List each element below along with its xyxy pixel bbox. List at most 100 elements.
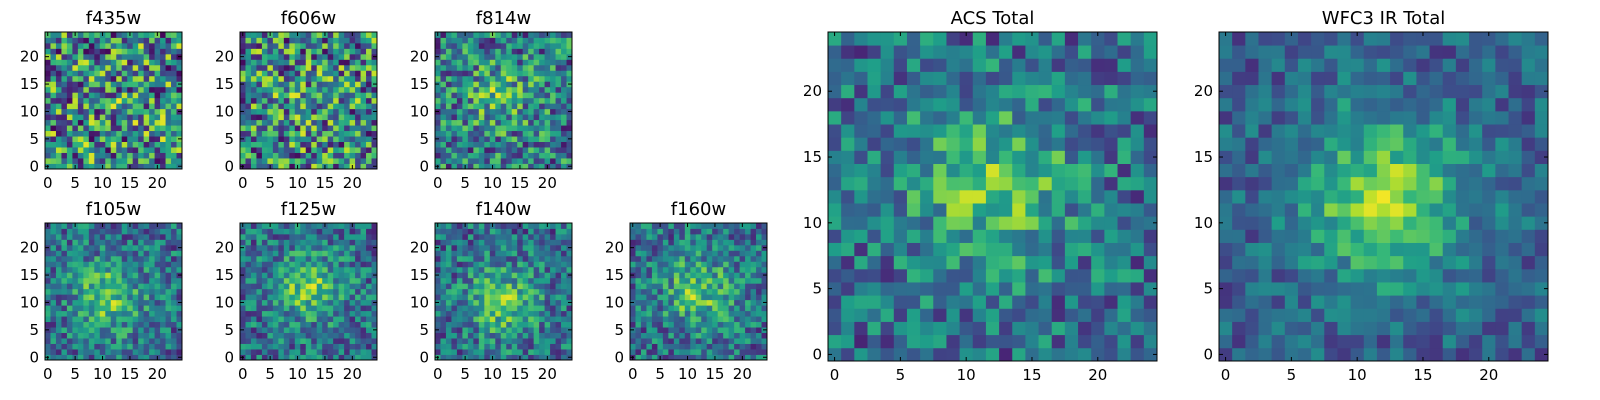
- heatmap-cell: [734, 305, 740, 312]
- heatmap-cell: [657, 288, 664, 295]
- heatmap-cell: [517, 97, 524, 104]
- heatmap-cell: [50, 261, 57, 268]
- heatmap-cell: [495, 125, 502, 132]
- heatmap-cell: [355, 48, 361, 55]
- heatmap-cell: [165, 250, 172, 257]
- heatmap-cell: [327, 141, 334, 148]
- heatmap-cell: [240, 250, 246, 257]
- heatmap-cell: [149, 261, 155, 268]
- heatmap-cell: [110, 239, 117, 246]
- heatmap-cell: [240, 64, 246, 71]
- heatmap-cell: [289, 354, 296, 361]
- heatmap-cell: [684, 261, 691, 268]
- heatmap-cell: [289, 32, 296, 38]
- heatmap-cell: [149, 48, 155, 55]
- heatmap-cell: [360, 233, 367, 240]
- heatmap-cell: [1038, 268, 1053, 283]
- heatmap-cell: [250, 152, 257, 159]
- y-tick-label: 10: [410, 293, 429, 311]
- heatmap-cell: [451, 228, 458, 235]
- heatmap-cell: [121, 239, 128, 246]
- heatmap-cell: [555, 233, 562, 240]
- heatmap-cell: [651, 266, 658, 273]
- heatmap-cell: [1051, 334, 1066, 349]
- heatmap-cell: [138, 305, 145, 312]
- heatmap-cell: [360, 125, 367, 132]
- heatmap-cell: [1051, 242, 1066, 257]
- heatmap-cell: [456, 255, 463, 262]
- heatmap-cell: [484, 53, 491, 60]
- heatmap-cell: [745, 228, 751, 235]
- heatmap-cell: [451, 332, 458, 339]
- heatmap-cell: [278, 255, 285, 262]
- heatmap-cell: [355, 70, 361, 77]
- heatmap-cell: [473, 244, 480, 251]
- heatmap-cell: [289, 294, 296, 301]
- heatmap-cell: [355, 277, 361, 284]
- heatmap-cell: [467, 261, 474, 268]
- heatmap-cell: [300, 266, 307, 273]
- heatmap-cell: [322, 59, 329, 66]
- y-tick-label: 0: [224, 348, 234, 366]
- heatmap-cell: [750, 223, 757, 229]
- heatmap-cell: [132, 119, 139, 126]
- heatmap-cell: [734, 338, 740, 344]
- heatmap-cell: [489, 310, 496, 317]
- heatmap-cell: [355, 81, 361, 88]
- heatmap-cell: [440, 233, 447, 240]
- heatmap-cell: [1012, 176, 1026, 191]
- heatmap-cell: [561, 92, 567, 99]
- heatmap-cell: [360, 42, 367, 49]
- heatmap-cell: [999, 176, 1013, 191]
- heatmap-cell: [300, 261, 307, 268]
- heatmap-cell: [88, 136, 95, 142]
- heatmap-cell: [261, 354, 268, 361]
- heatmap-cell: [327, 42, 334, 49]
- heatmap-cell: [127, 266, 134, 273]
- heatmap-cell: [176, 147, 183, 153]
- heatmap-cell: [127, 64, 134, 71]
- heatmap-cell: [322, 327, 329, 333]
- heatmap-cell: [278, 316, 285, 323]
- x-tick-label: 0: [238, 174, 248, 192]
- heatmap-cell: [61, 158, 68, 164]
- heatmap-cell: [756, 244, 762, 251]
- heatmap-cell: [267, 250, 274, 257]
- heatmap-cell: [344, 64, 350, 71]
- heatmap-cell: [154, 92, 161, 99]
- heatmap-cell: [105, 288, 112, 295]
- heatmap-cell: [528, 59, 535, 66]
- heatmap-cell: [305, 305, 312, 312]
- heatmap-cell: [933, 203, 947, 217]
- heatmap-cell: [1012, 203, 1026, 217]
- heatmap-cell: [77, 228, 84, 235]
- heatmap-cell: [517, 244, 524, 251]
- heatmap-cell: [500, 332, 507, 339]
- heatmap-cell: [462, 64, 469, 71]
- heatmap-cell: [1117, 347, 1132, 362]
- heatmap-cell: [544, 294, 551, 301]
- heatmap-cell: [105, 86, 112, 93]
- heatmap-cell: [739, 294, 746, 301]
- heatmap-cell: [1104, 189, 1118, 204]
- heatmap-cell: [154, 338, 161, 344]
- heatmap-cell: [110, 283, 117, 290]
- heatmap-cell: [272, 343, 279, 350]
- heatmap-cell: [484, 338, 491, 344]
- heatmap-cell: [828, 255, 842, 270]
- heatmap-cell: [316, 266, 323, 273]
- heatmap-cell: [344, 48, 350, 55]
- heatmap-cell: [1091, 242, 1105, 257]
- heatmap-cell: [105, 305, 112, 312]
- heatmap-cell: [646, 299, 653, 306]
- heatmap-cell: [245, 343, 252, 350]
- heatmap-cell: [462, 299, 469, 306]
- heatmap-cell: [94, 338, 101, 344]
- heatmap-cell: [646, 294, 653, 301]
- heatmap-cell: [267, 233, 274, 240]
- heatmap-cell: [701, 327, 708, 333]
- heatmap-cell: [165, 277, 172, 284]
- heatmap-cell: [105, 92, 112, 99]
- heatmap-cell: [138, 310, 145, 317]
- heatmap-cell: [662, 299, 669, 306]
